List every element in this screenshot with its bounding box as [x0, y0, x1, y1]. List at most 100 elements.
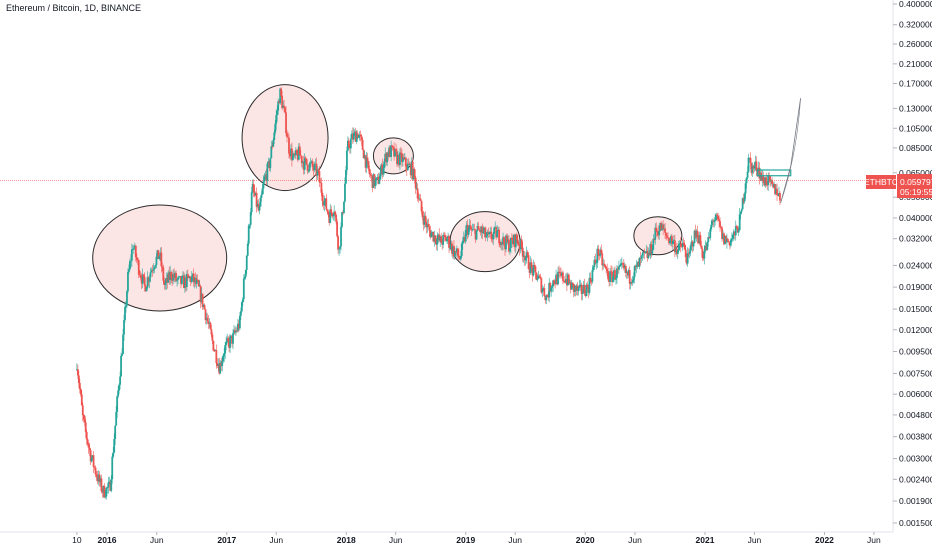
candle-body — [395, 148, 397, 152]
candle-body — [773, 184, 775, 188]
candle-body — [327, 211, 330, 215]
candle-body — [277, 101, 280, 111]
candle-body — [360, 136, 363, 140]
candle-body — [241, 299, 244, 303]
candle-body — [774, 184, 776, 195]
candle-body — [539, 276, 542, 279]
candle-body — [359, 134, 362, 137]
candle-body — [166, 277, 169, 283]
candle-body — [654, 227, 657, 240]
candle-body — [316, 169, 319, 176]
candle-body — [332, 215, 335, 217]
candle-body — [358, 134, 361, 136]
candle-body — [118, 384, 121, 391]
candle-body — [108, 481, 111, 483]
candle-body — [311, 161, 314, 167]
candle-body — [770, 180, 773, 182]
candle-body — [472, 229, 475, 231]
candle-body — [399, 152, 401, 165]
candle-body — [645, 250, 648, 252]
candle-body — [452, 246, 454, 254]
candle-body — [419, 198, 422, 201]
candle-body — [254, 192, 257, 196]
time-tick-label: 2022 — [815, 535, 834, 545]
candle-body — [325, 198, 328, 210]
candle-body — [304, 157, 307, 159]
candle-body — [719, 221, 721, 227]
candle-body — [563, 280, 565, 282]
candle-body — [353, 131, 356, 133]
candle-body — [649, 244, 652, 256]
price-tick-label: 0.210000 — [899, 59, 932, 69]
candle-body — [198, 285, 201, 287]
candle-body — [100, 478, 103, 492]
candle-body — [288, 137, 290, 154]
candle-body — [330, 209, 333, 214]
candle-body — [603, 263, 606, 266]
candle-body — [346, 150, 348, 171]
candle-body — [252, 184, 255, 192]
candle-body — [104, 496, 107, 498]
candle-body — [268, 161, 271, 169]
candle-body — [313, 164, 316, 171]
candle-body — [616, 268, 618, 278]
candle-body — [373, 174, 376, 187]
candle-body — [660, 222, 663, 231]
candle-body — [534, 266, 537, 273]
candle-body — [460, 243, 463, 257]
price-tick-label: 0.400000 — [899, 0, 932, 9]
time-tick-label: Jun — [628, 535, 642, 545]
candle-body — [363, 155, 366, 159]
price-axis[interactable]: 0.400000 0.320000 0.260000 0.210000 0.170000… — [892, 0, 932, 532]
price-badge-ticker-bg — [866, 175, 896, 189]
candle-body — [368, 168, 371, 174]
candle-body — [553, 280, 556, 284]
candle-body — [459, 256, 462, 260]
candle-body — [437, 234, 440, 239]
candle-body — [260, 194, 263, 198]
candle-body — [725, 236, 727, 243]
candle-body — [282, 105, 284, 109]
candle-body — [709, 229, 712, 238]
candle-body — [189, 277, 192, 282]
time-axis[interactable]: 10 2016 Jun 2017 Jun 2018 Jun 2019 Jun 2020 Jun 202… — [0, 531, 893, 545]
candle-body — [154, 265, 157, 268]
candle-body — [661, 224, 664, 231]
candle-body — [565, 279, 568, 286]
candle-body — [377, 176, 380, 184]
candle-body — [444, 235, 447, 238]
candle-body — [498, 229, 501, 244]
candle-body — [249, 212, 252, 225]
candle-body — [776, 188, 778, 196]
candle-body — [475, 230, 478, 240]
candle-body — [458, 257, 461, 260]
candle-body — [758, 167, 761, 179]
candle-body — [105, 487, 108, 497]
candle-body — [474, 229, 477, 240]
candle-body — [456, 248, 459, 256]
candle-body — [336, 221, 339, 237]
candle-body — [348, 146, 351, 149]
candle-body — [318, 171, 321, 183]
candle-body — [413, 169, 416, 178]
candle-body — [671, 236, 673, 245]
candle-body — [187, 276, 190, 279]
candle-body — [136, 259, 139, 261]
candle-body — [448, 236, 450, 248]
candle-body — [562, 272, 564, 281]
candle-body — [292, 155, 294, 160]
candle-body — [683, 244, 686, 250]
candle-body — [611, 271, 613, 282]
candle-body — [232, 333, 234, 344]
candle-body — [423, 215, 426, 225]
candle-body — [310, 161, 313, 163]
price-tick-label: 0.009500 — [899, 347, 932, 357]
price-tick-label: 0.003800 — [899, 432, 932, 442]
price-tick-label: 0.015000 — [899, 304, 932, 314]
candle-body — [690, 241, 693, 246]
candle-body — [491, 238, 494, 240]
candle-body — [127, 272, 129, 292]
candle-body — [97, 474, 100, 482]
price-tick-label: 0.007500 — [899, 368, 932, 378]
